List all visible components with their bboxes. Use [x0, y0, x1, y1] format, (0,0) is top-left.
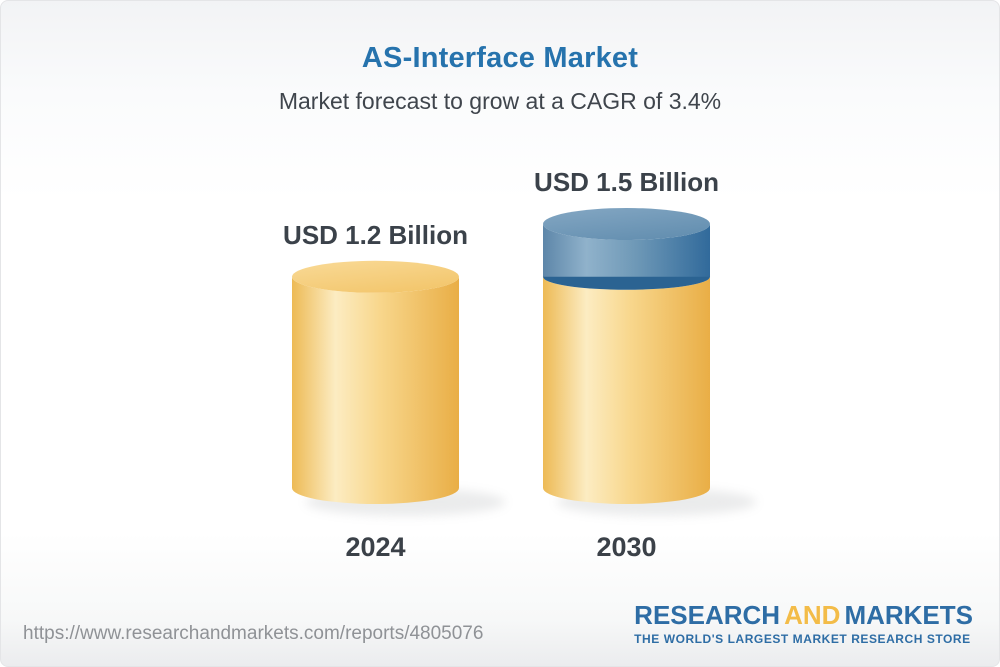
bar-2024-top-lid [292, 260, 459, 293]
category-label: 2024 [345, 532, 406, 562]
category-label: 2030 [596, 532, 657, 562]
bar-2030-growth-segment [543, 224, 710, 277]
logo-word-research: RESEARCH [634, 600, 781, 630]
logo-wordmark: RESEARCH AND MARKETS [634, 602, 973, 628]
logo-word-and: AND [784, 600, 841, 630]
logo-tagline: THE WORLD'S LARGEST MARKET RESEARCH STOR… [634, 632, 971, 646]
logo-word-markets: MARKETS [844, 600, 973, 630]
research-and-markets-logo: RESEARCH AND MARKETS THE WORLD'S LARGEST M… [634, 602, 973, 646]
page-title: AS-Interface Market [361, 42, 639, 74]
bar-2030-top-lid [543, 208, 710, 240]
bar-value-label: USD 1.2 Billion [283, 219, 468, 250]
bar-value-label: USD 1.5 Billion [534, 167, 719, 197]
page-subtitle: Market forecast to grow at a CAGR of 3.4… [278, 88, 722, 114]
bar-2030-base-segment [543, 276, 710, 504]
bar-2024-base-segment [292, 276, 460, 504]
source-url: https://www.researchandmarkets.com/repor… [23, 623, 484, 644]
